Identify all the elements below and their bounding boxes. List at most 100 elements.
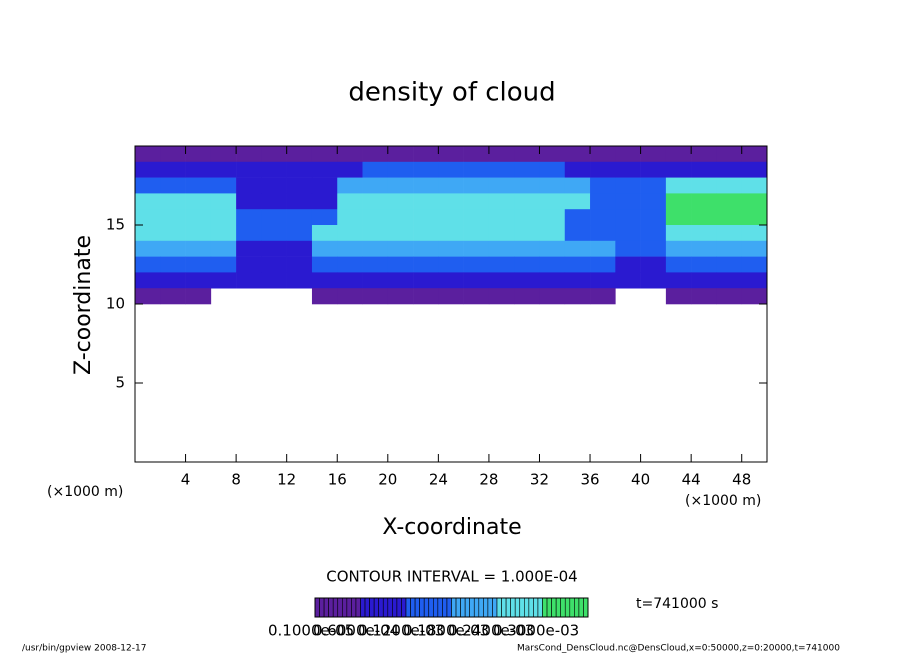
density-cell xyxy=(741,193,768,210)
density-cell xyxy=(615,225,641,242)
density-cell xyxy=(185,193,212,210)
colorbar-stripe xyxy=(319,597,325,618)
density-cell xyxy=(135,288,161,305)
density-cell xyxy=(615,240,641,257)
density-cell xyxy=(185,225,212,242)
density-cell xyxy=(236,240,262,257)
density-cell xyxy=(337,177,363,194)
density-cell xyxy=(564,240,591,257)
colorbar-stripe xyxy=(378,597,384,618)
x-tick-label: 16 xyxy=(328,471,347,489)
density-cell xyxy=(514,161,540,178)
density-cell xyxy=(539,256,566,273)
density-cell xyxy=(640,256,667,273)
colorbar-stripe xyxy=(555,597,562,618)
colorbar-stripe xyxy=(469,597,475,618)
colorbar-stripe xyxy=(355,597,361,618)
density-cell xyxy=(185,161,212,178)
density-cell xyxy=(665,177,692,194)
density-cell xyxy=(135,256,161,273)
x-unit-label: (×1000 m) xyxy=(47,484,123,500)
density-cell xyxy=(261,272,287,289)
density-cell xyxy=(615,161,641,178)
density-cell xyxy=(665,256,692,273)
density-cell xyxy=(261,193,287,210)
density-cell xyxy=(691,256,717,273)
colorbar-stripe xyxy=(442,597,448,618)
density-cell xyxy=(311,161,338,178)
density-cell xyxy=(716,288,743,305)
density-cell xyxy=(160,146,186,163)
density-cell xyxy=(640,177,667,194)
density-cell xyxy=(236,272,262,289)
colorbar-stripe xyxy=(455,597,461,618)
colorbar-stripe xyxy=(487,597,493,618)
density-cell xyxy=(514,225,540,242)
density-cell xyxy=(135,161,161,178)
density-cell xyxy=(438,256,464,273)
colorbar-stripe xyxy=(569,597,575,618)
colorbar-frame xyxy=(314,597,589,618)
density-cell xyxy=(665,193,692,210)
density-cell xyxy=(261,177,287,194)
density-cell xyxy=(539,209,566,226)
density-cell xyxy=(413,209,439,226)
density-cell xyxy=(665,240,692,257)
density-cell xyxy=(362,272,389,289)
colorbar-stripe xyxy=(369,597,375,618)
colorbar-stripe xyxy=(446,597,452,618)
colorbar-stripe xyxy=(523,597,530,618)
colorbar-stripe xyxy=(564,597,571,618)
density-cell xyxy=(387,288,414,305)
density-cell xyxy=(135,240,161,257)
density-cell xyxy=(387,161,414,178)
density-cell xyxy=(488,209,515,226)
density-cell xyxy=(311,146,338,163)
density-cell xyxy=(514,256,540,273)
density-cell xyxy=(539,193,566,210)
density-cell xyxy=(311,256,338,273)
density-cell xyxy=(185,288,212,305)
density-cell xyxy=(691,272,717,289)
density-cell xyxy=(539,288,566,305)
density-cell xyxy=(716,240,743,257)
density-cell xyxy=(716,256,743,273)
density-cell xyxy=(438,209,464,226)
density-cell xyxy=(286,272,313,289)
density-cell xyxy=(463,272,490,289)
density-cell xyxy=(691,209,717,226)
colorbar-stripe xyxy=(492,597,498,618)
density-cell xyxy=(691,161,717,178)
density-cell xyxy=(362,256,389,273)
colorbar-stripe xyxy=(351,597,357,618)
colorbar-stripe xyxy=(323,597,329,618)
density-cell xyxy=(539,240,566,257)
y-tick-label: 15 xyxy=(106,216,125,234)
y-tick-label: 10 xyxy=(106,295,125,313)
density-cell xyxy=(463,256,490,273)
colorbar-stripe xyxy=(401,597,407,618)
density-cell xyxy=(160,193,186,210)
density-cell xyxy=(261,256,287,273)
density-cell xyxy=(514,288,540,305)
density-cell xyxy=(640,209,667,226)
density-cell xyxy=(387,177,414,194)
density-cell xyxy=(387,209,414,226)
density-cell xyxy=(488,272,515,289)
density-cell xyxy=(691,177,717,194)
footer: MarsCond_DensCloud.nc@DensCloud,x=0:5000… xyxy=(517,644,840,654)
density-cell xyxy=(413,146,439,163)
density-cell xyxy=(640,272,667,289)
density-cell xyxy=(463,193,490,210)
colorbar-stripe xyxy=(537,597,543,618)
density-cell xyxy=(615,146,641,163)
colorbar-stripe xyxy=(464,597,470,618)
density-cell xyxy=(741,240,768,257)
colorbar-stripe xyxy=(510,597,516,618)
colorbar-stripe xyxy=(392,597,398,618)
density-cell xyxy=(564,209,591,226)
x-tick-label: 28 xyxy=(479,471,498,489)
density-cell xyxy=(387,225,414,242)
density-cell xyxy=(210,161,237,178)
density-cell xyxy=(387,146,414,163)
